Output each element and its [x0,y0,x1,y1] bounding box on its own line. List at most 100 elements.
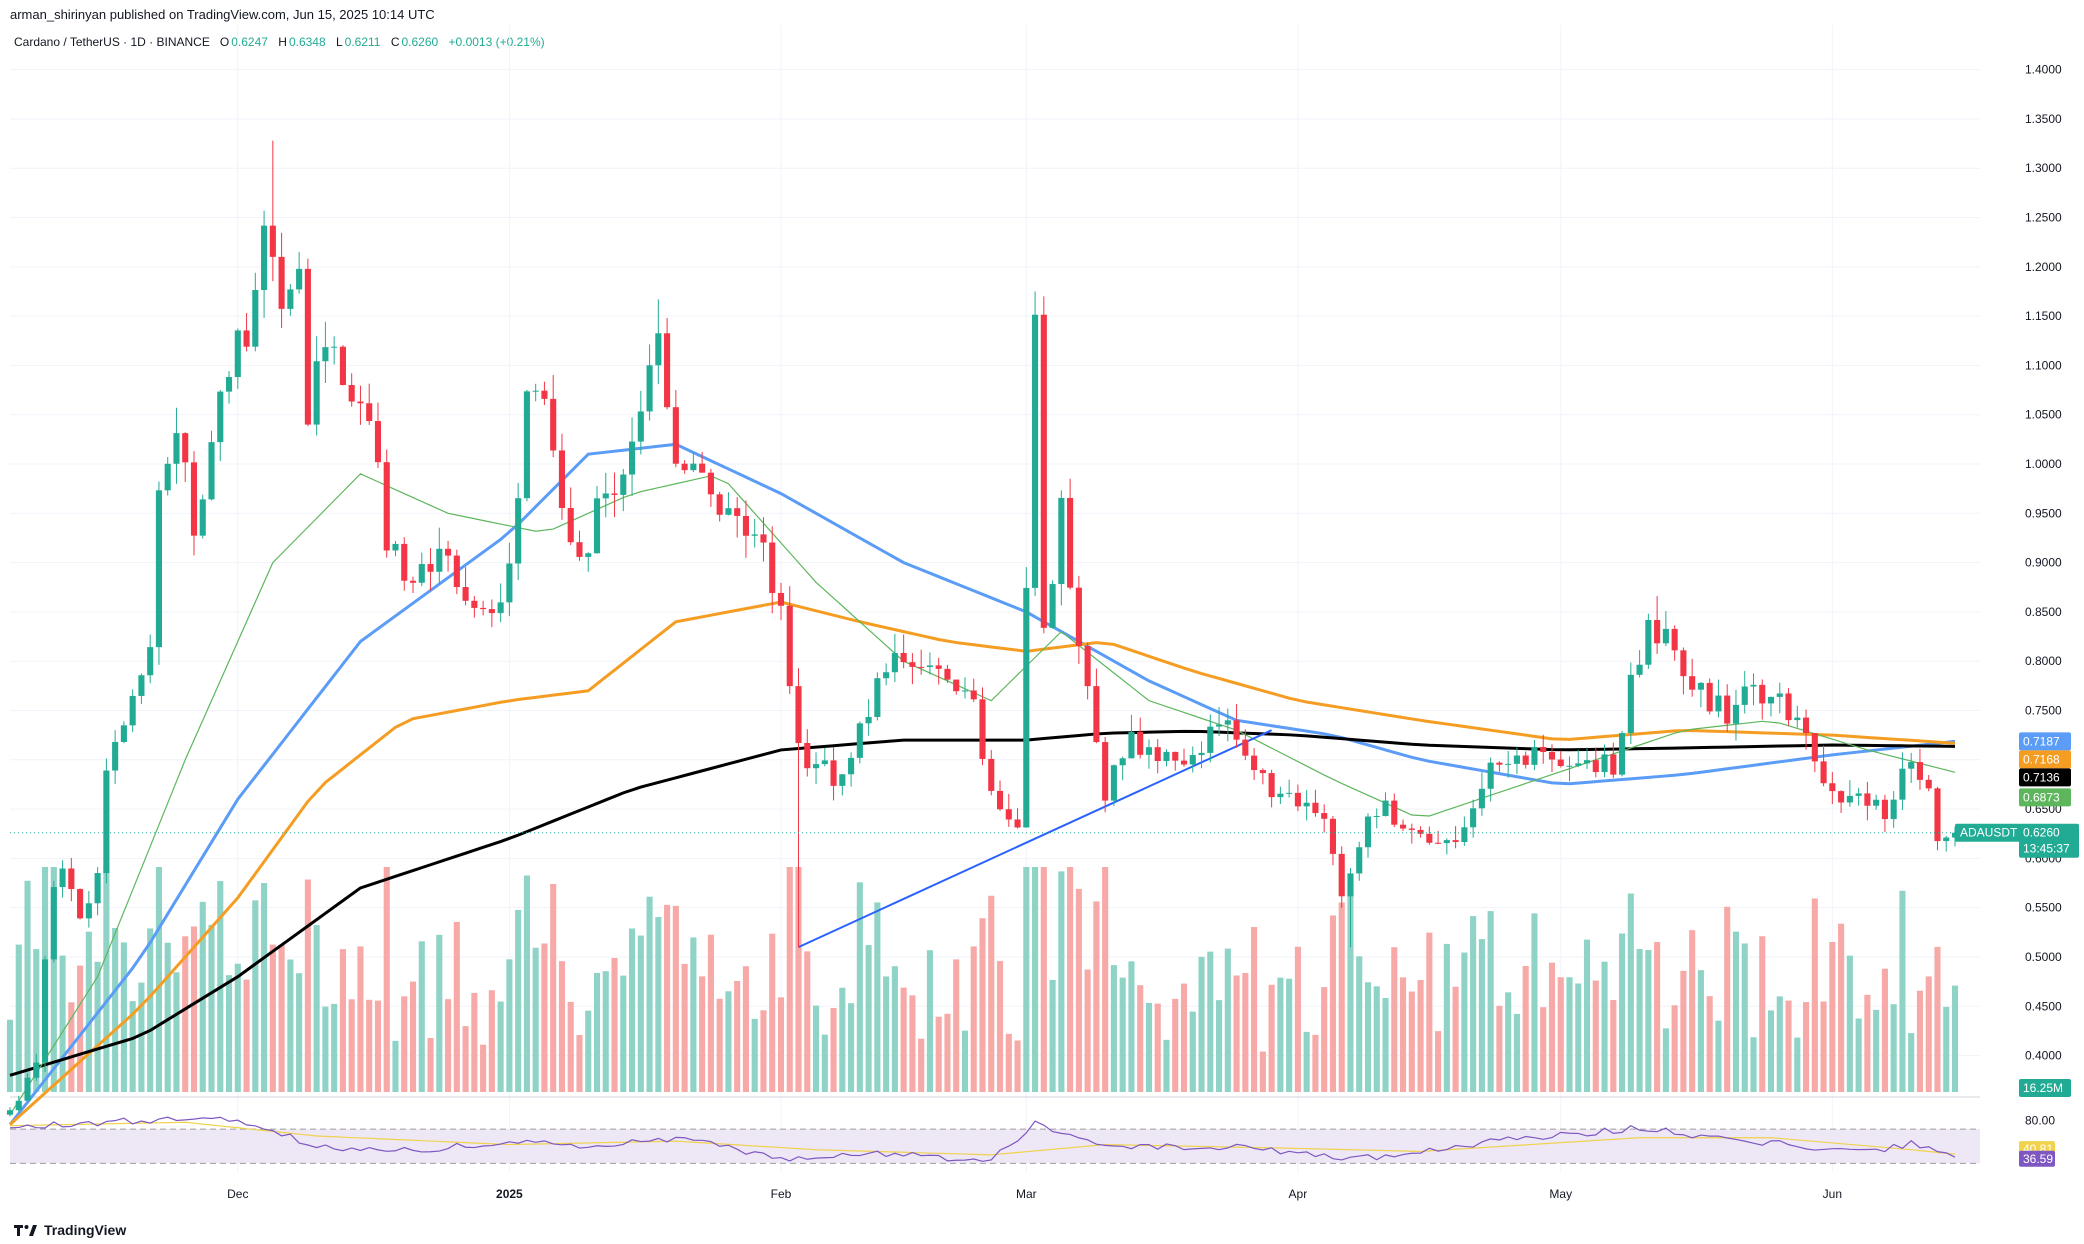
candle-body [1049,584,1056,628]
symbol-name[interactable]: Cardano / TetherUS · 1D · BINANCE [14,35,210,49]
candle-body [856,723,863,758]
candle-body [1610,754,1617,775]
candle-body [392,543,399,551]
volume-bar [1715,1020,1722,1092]
ma-value-tag-ma_thin-bg [2019,788,2071,807]
volume-bar [1908,1033,1915,1092]
volume-bar [1583,939,1591,1092]
volume-bar [690,937,697,1092]
ma-value-tag-ma_slow: 0.7136 [2023,770,2060,784]
candle-body [418,564,425,583]
candle-body [1645,620,1652,665]
volume-bar [1189,1011,1196,1092]
volume-bar [85,931,92,1092]
volume-bar [1426,932,1433,1092]
candle-body [1443,840,1450,844]
candle-body [1216,724,1223,727]
volume-bar [112,928,119,1092]
volume-bar [1785,1000,1792,1092]
volume-bar [1767,1010,1775,1092]
volume-bar [1084,969,1091,1092]
candle-body [427,564,434,572]
candle-body [883,672,890,679]
volume-bar [1724,906,1731,1092]
volume-bar [1373,986,1380,1092]
candle-body [611,493,618,495]
volume-bar [1014,1040,1021,1092]
candle-body [1461,827,1468,843]
candle-body [550,398,557,451]
candle-body [164,463,171,491]
candle-body [208,442,215,500]
candle-body [628,441,636,475]
candle-body [567,507,574,543]
volume-bar [1259,1051,1266,1092]
candle-body [707,472,714,495]
volume-bar [506,959,513,1092]
candle-body [891,652,898,673]
volume-bar [769,933,776,1092]
candle-body [1399,824,1407,829]
volume-bar [655,917,662,1092]
candle-body [269,225,276,257]
volume-bar [1224,948,1231,1092]
volume-bar [453,921,460,1092]
volume-bar [261,883,268,1092]
volume-bar [1916,990,1924,1092]
volume-bar [1251,927,1258,1092]
volume-bar [401,996,408,1092]
volume-bar [1110,965,1117,1092]
volume-bar [1163,1039,1170,1092]
volume-bar [812,1005,820,1092]
volume-bar [1662,1028,1669,1092]
volume-bar [1391,947,1398,1092]
candle-body [1470,808,1477,828]
volume-bar [173,972,180,1092]
candle-body [1671,628,1678,651]
candle-body [769,542,776,593]
candle-body [480,607,487,610]
volume-bar [593,972,601,1092]
candle-body [1242,739,1249,756]
volume-bar [1846,955,1853,1092]
candle-body [848,757,855,775]
candle-body [331,346,338,348]
price-tick-label: 0.9000 [2025,556,2062,570]
candle-body [217,391,224,443]
volume-bar [1627,893,1634,1092]
volume-bar [839,987,846,1092]
time-tick-label: Mar [1016,1187,1037,1201]
axis-tags: 0.7187 0.7168 0.7136 0.6873 ADAUSDT 0.6260 13:… [1955,732,2079,1167]
price-tick-label: 0.4500 [2025,999,2062,1013]
candle-body [593,498,601,554]
candle-body [1251,755,1258,771]
candle-body [1619,733,1626,775]
candle-body [1198,752,1205,756]
candle-body [1338,853,1345,897]
volume-bar [620,975,627,1092]
tradingview-logo[interactable]: TradingView [14,1222,126,1238]
volume-bar [243,979,250,1092]
candle-body [1794,717,1801,721]
candle-body [1654,620,1661,644]
candle-body [1908,762,1915,769]
volume-bar [1321,987,1328,1092]
volume-bar [1172,998,1179,1092]
candle-body [103,770,110,874]
candle-body [830,760,837,786]
volume-bar [1207,951,1214,1092]
candle-body [1084,645,1091,687]
volume-bar [777,997,785,1092]
candle-body [243,330,250,347]
candle-body [935,665,942,669]
candle-body [1855,793,1862,796]
volume-bar [550,883,557,1092]
volume-bar [1592,980,1599,1092]
candle-body [1513,755,1520,764]
volume-bar [742,966,749,1092]
rsi-tag-bg [2019,1150,2055,1167]
candle-body [681,463,688,471]
volume-bar [1706,996,1713,1092]
price-tick-label: 1.4000 [2025,63,2062,77]
